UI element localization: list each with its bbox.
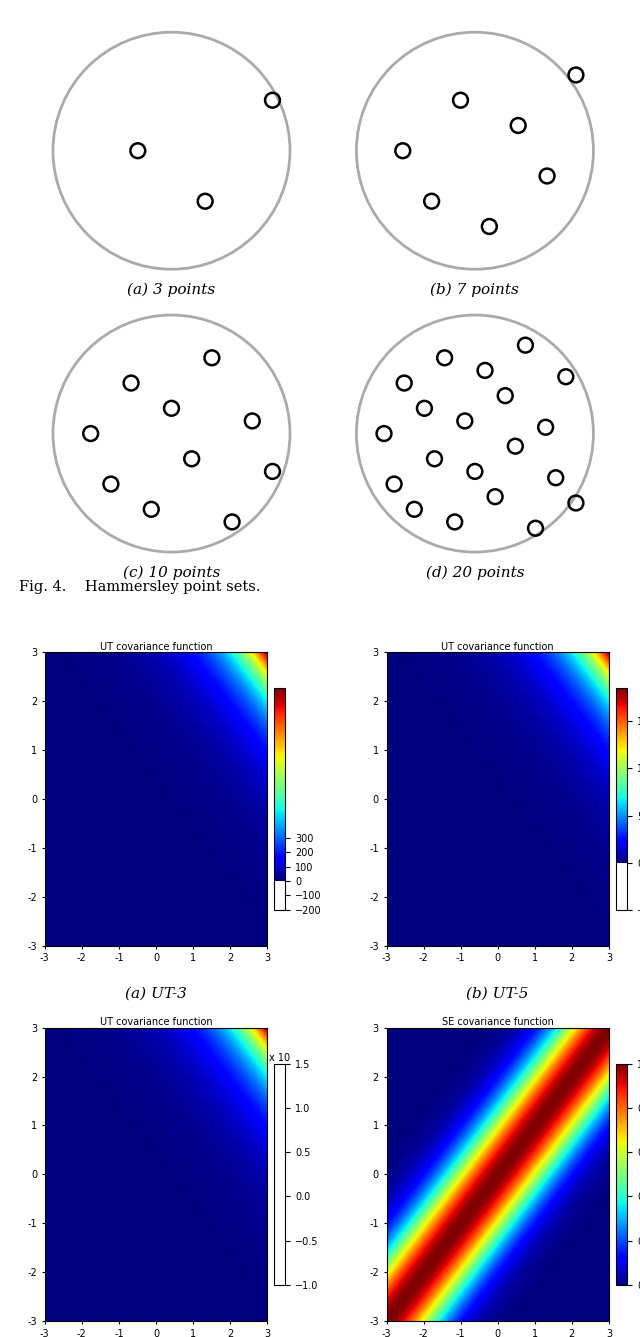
- Title: UT covariance function: UT covariance function: [100, 642, 212, 651]
- Text: (b) 7 points: (b) 7 points: [431, 282, 519, 297]
- Title: UT covariance function: UT covariance function: [100, 1017, 212, 1027]
- Text: (a) 3 points: (a) 3 points: [127, 282, 216, 297]
- Text: Fig. 4.    Hammersley point sets.: Fig. 4. Hammersley point sets.: [19, 580, 260, 594]
- Text: (c) 10 points: (c) 10 points: [123, 566, 220, 580]
- Title: UT covariance function: UT covariance function: [442, 642, 554, 651]
- Text: (d) 20 points: (d) 20 points: [426, 566, 524, 580]
- Title: SE covariance function: SE covariance function: [442, 1017, 554, 1027]
- Title: x 10: x 10: [269, 1052, 291, 1063]
- Text: (b) UT-5: (b) UT-5: [467, 987, 529, 1000]
- Text: (a) UT-3: (a) UT-3: [125, 987, 187, 1000]
